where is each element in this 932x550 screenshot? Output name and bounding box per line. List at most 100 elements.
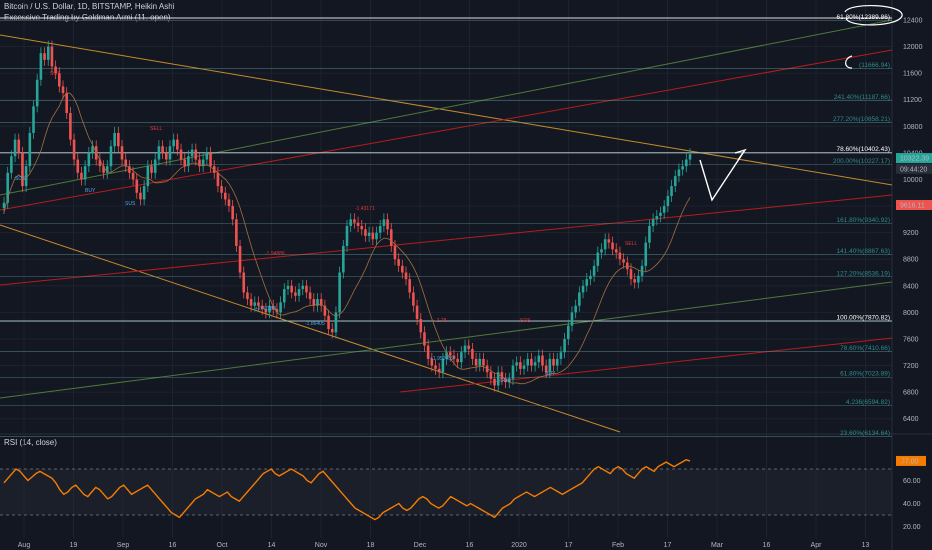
sell-signal: SELL <box>150 126 162 132</box>
candle-body <box>430 358 434 366</box>
candle-body <box>592 265 596 276</box>
time-tick: Mar <box>711 542 724 549</box>
candle-body <box>574 305 577 313</box>
candle-body <box>290 285 293 293</box>
fib-label: 200.00%(10227.17) <box>833 158 890 165</box>
time-tick: 14 <box>268 542 276 549</box>
rsi-panel[interactable]: 60.00 40.00 20.00 77.00 <box>0 455 926 531</box>
candle-body <box>275 309 279 313</box>
candle-body <box>426 345 430 359</box>
candle-body <box>437 368 441 373</box>
time-tick: Sep <box>117 542 130 549</box>
time-tick: Aug <box>18 542 31 549</box>
price-tick: 10000 <box>903 177 923 184</box>
time-tick: Dec <box>414 542 427 549</box>
fib-label: 161.80%(9340.92) <box>837 217 891 224</box>
candle-body <box>142 186 146 200</box>
buy-signal: SUS <box>125 201 136 207</box>
buy-signal: SOS <box>15 176 26 182</box>
candle-body <box>519 362 522 369</box>
candle-body <box>301 285 305 290</box>
candle-body <box>441 358 445 373</box>
candle-body <box>408 279 411 293</box>
candle-body <box>330 328 334 333</box>
buy-signal: SOS <box>500 378 511 384</box>
candle-body <box>342 245 345 273</box>
candle-body <box>389 229 393 246</box>
candle-body <box>91 146 94 153</box>
rsi-tick: 60.00 <box>903 478 921 485</box>
time-tick: 17 <box>565 542 573 549</box>
candle-body <box>673 176 677 187</box>
candle-body <box>161 146 164 153</box>
candle-body <box>500 372 504 379</box>
candle-body <box>238 245 242 273</box>
candle-body <box>124 159 128 167</box>
time-tick: Feb <box>612 542 624 549</box>
candle-body <box>187 156 190 167</box>
candle-body <box>183 159 187 167</box>
candle-body <box>448 352 452 356</box>
candle-body <box>209 152 212 167</box>
candle-body <box>50 46 54 67</box>
candle-body <box>382 219 386 226</box>
candle-body <box>249 299 253 306</box>
candle-body <box>360 225 364 230</box>
candle-body <box>231 206 234 220</box>
candle-body <box>633 279 636 283</box>
candle-body <box>2 202 6 209</box>
candle-body <box>253 302 257 306</box>
candle-body <box>423 332 426 346</box>
price-tick: 11200 <box>903 97 922 104</box>
candle-body <box>555 358 559 366</box>
candle-body <box>478 358 482 366</box>
green-trendline-lower <box>0 281 893 399</box>
time-tick: Nov <box>315 542 328 549</box>
candle-body <box>271 305 275 310</box>
candle-body <box>294 292 297 296</box>
candle-body <box>537 355 541 363</box>
candle-body <box>268 305 271 313</box>
sell-signal: -1.94886 <box>265 251 285 257</box>
price-axis[interactable]: 1240012000116001120010800104001000096009… <box>903 17 923 423</box>
candle-body <box>312 299 316 306</box>
candle-body <box>135 179 139 193</box>
candle-body <box>109 146 113 167</box>
candle-body <box>371 232 375 240</box>
fib-label: 100.00%(7870.82) <box>837 314 891 321</box>
candle-body <box>452 355 456 359</box>
price-tick: 10800 <box>903 124 923 131</box>
fib-label: 23.60%(6134.64) <box>840 430 890 437</box>
fib-label: 127.20%(8536.19) <box>837 270 891 277</box>
candle-body <box>489 372 493 379</box>
candle-body <box>279 302 282 313</box>
candle-body <box>544 365 548 373</box>
candle-body <box>242 272 246 293</box>
candle-body <box>600 249 603 253</box>
candle-body <box>648 225 651 243</box>
rsi-line <box>3 459 691 521</box>
candle-body <box>356 222 360 226</box>
candle-body <box>644 242 648 266</box>
candle-body <box>65 93 68 114</box>
candle-body <box>637 275 640 283</box>
red-trendline-lower <box>399 337 893 393</box>
candle-body <box>677 169 681 177</box>
candle-body <box>190 149 194 157</box>
buy-signal: +1.952409 <box>430 356 454 362</box>
candle-body <box>157 146 161 160</box>
moving-average-line <box>3 92 691 385</box>
check-mark-arrow <box>699 148 747 202</box>
candle-body <box>681 166 684 170</box>
candle-body <box>39 53 43 80</box>
candles <box>2 40 692 392</box>
candle-body <box>338 272 341 313</box>
candle-body <box>43 53 46 60</box>
price-tick: 6400 <box>903 416 919 423</box>
candle-body <box>164 152 168 160</box>
candle-body <box>83 166 87 180</box>
candle-body <box>46 46 50 60</box>
candle-body <box>87 152 91 167</box>
time-axis[interactable]: Aug 19 Sep 16 Oct 14 Nov 18 Dec 16 2020 17 Feb 17 Mar 1… <box>18 542 870 549</box>
